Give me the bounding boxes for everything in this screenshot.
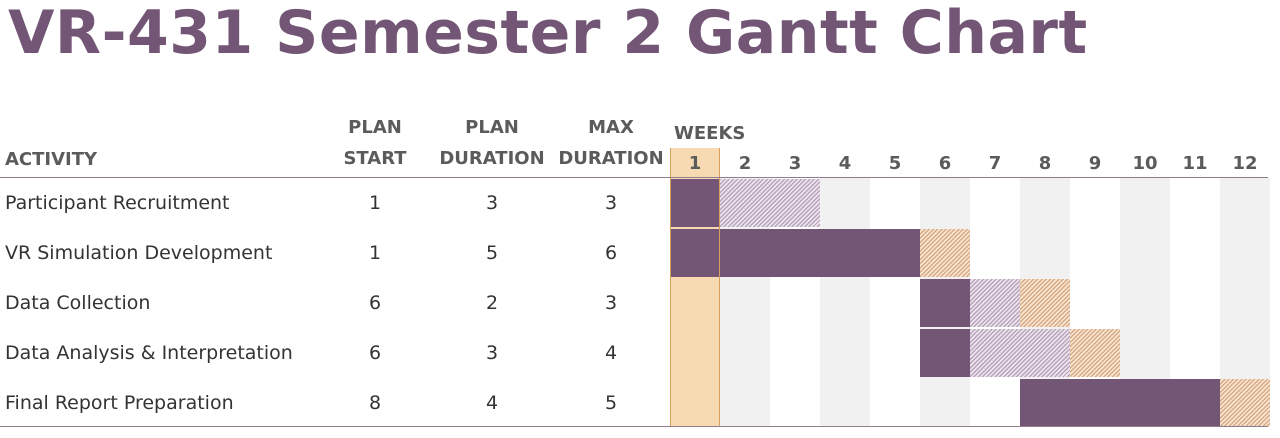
header-plan-start-line1: PLAN	[348, 117, 402, 138]
max-duration-value: 4	[604, 342, 618, 364]
activity-name: VR Simulation Development	[5, 242, 273, 264]
week-number: 5	[888, 153, 902, 174]
max-duration-value: 3	[604, 292, 618, 314]
plan-remaining-bar	[970, 279, 1020, 327]
max-duration-value: 5	[604, 392, 618, 414]
week-number: 1	[688, 153, 702, 174]
header-divider	[0, 177, 1268, 178]
plan-remaining-bar	[970, 329, 1070, 377]
week-number: 4	[838, 153, 852, 174]
plan-duration-value: 4	[485, 392, 499, 414]
header-plan-start-line2: START	[343, 148, 407, 169]
progress-bar	[670, 229, 920, 277]
header-weeks: WEEKS	[674, 123, 746, 144]
current-week-boundary	[670, 148, 671, 426]
max-duration-bar	[920, 229, 970, 277]
activity-name: Data Collection	[5, 292, 151, 314]
plan-duration-value: 2	[485, 292, 499, 314]
progress-bar	[670, 179, 720, 227]
plan-start-value: 6	[368, 292, 382, 314]
plan-start-value: 1	[368, 242, 382, 264]
bottom-divider	[0, 426, 1268, 427]
plan-remaining-bar	[720, 179, 820, 227]
max-duration-value: 6	[604, 242, 618, 264]
plan-duration-value: 5	[485, 242, 499, 264]
header-max-duration-line2: DURATION	[558, 148, 664, 169]
progress-bar	[1020, 379, 1220, 427]
plan-start-value: 1	[368, 192, 382, 214]
max-duration-value: 3	[604, 192, 618, 214]
progress-bar	[920, 279, 970, 327]
activity-name: Data Analysis & Interpretation	[5, 342, 293, 364]
max-duration-bar	[1020, 279, 1070, 327]
plan-start-value: 8	[368, 392, 382, 414]
plan-duration-value: 3	[485, 342, 499, 364]
header-max-duration-line1: MAX	[588, 117, 634, 138]
header-activity: ACTIVITY	[5, 149, 98, 170]
plan-duration-value: 3	[485, 192, 499, 214]
week-number: 12	[1232, 153, 1258, 174]
week-column-shade	[820, 178, 870, 426]
max-duration-bar	[1070, 329, 1120, 377]
current-week-boundary	[719, 148, 720, 426]
header-plan-duration-line1: PLAN	[465, 117, 519, 138]
week-number: 6	[938, 153, 952, 174]
max-duration-bar	[1220, 379, 1270, 427]
page-title: VR-431 Semester 2 Gantt Chart	[8, 0, 1088, 68]
activity-name: Participant Recruitment	[5, 192, 230, 214]
week-number: 9	[1088, 153, 1102, 174]
current-week-header-highlight	[670, 148, 720, 178]
progress-bar	[920, 329, 970, 377]
activity-name: Final Report Preparation	[5, 392, 234, 414]
header-plan-duration-line2: DURATION	[439, 148, 545, 169]
week-number: 7	[988, 153, 1002, 174]
plan-start-value: 6	[368, 342, 382, 364]
week-number: 2	[738, 153, 752, 174]
week-number: 8	[1038, 153, 1052, 174]
week-number: 3	[788, 153, 802, 174]
week-number: 10	[1132, 153, 1158, 174]
week-number: 11	[1182, 153, 1208, 174]
